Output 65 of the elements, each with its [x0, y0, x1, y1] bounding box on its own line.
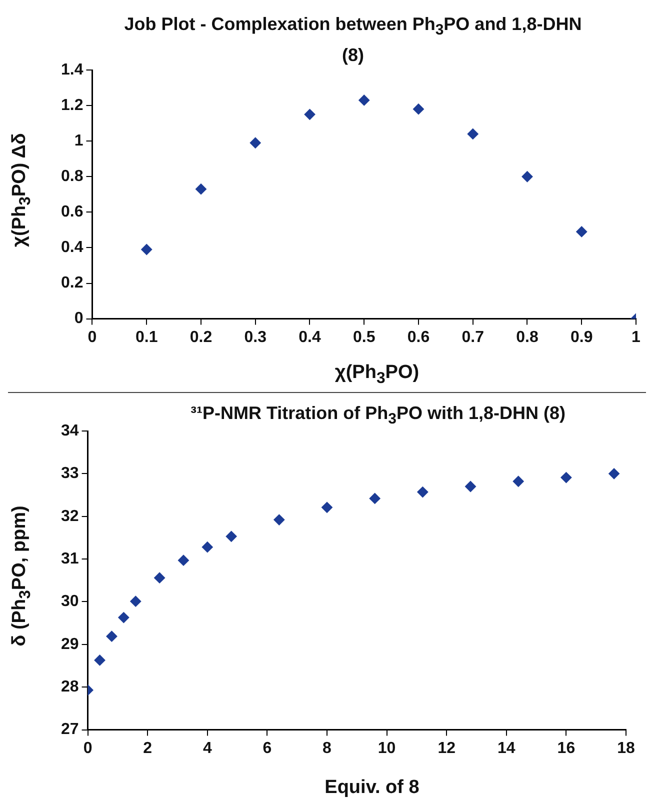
x-tick-label: 0.9: [570, 328, 593, 346]
x-axis-title: Equiv. of 8: [324, 777, 420, 799]
point: [322, 502, 332, 513]
point: [154, 572, 166, 584]
point: [465, 480, 476, 492]
point: [106, 630, 118, 642]
point: [369, 492, 380, 504]
x-tick-label: 0.4: [298, 328, 321, 346]
point: [412, 104, 424, 115]
x-tick-label: 0.6: [407, 328, 430, 346]
point: [576, 226, 588, 238]
x-tick-label: 0.2: [190, 328, 212, 346]
point: [118, 612, 130, 624]
y-tick-label: 0.4: [60, 239, 84, 256]
x-axis-title: χ(Ph$_{3}$PO): [334, 362, 420, 388]
y-tick-label: 0: [74, 310, 84, 328]
y-tick-label: 0.2: [60, 274, 84, 292]
x-tick-label: 0.5: [352, 328, 376, 346]
x-tick-label: 18: [617, 740, 635, 757]
x-tick-label: 1: [632, 328, 641, 346]
y-tick-label: 1.2: [60, 96, 84, 114]
y-tick-label: 31: [61, 550, 79, 568]
x-tick-label: 14: [498, 740, 516, 757]
point: [467, 128, 478, 140]
y-tick-label: 0.6: [60, 204, 84, 221]
x-tick-label: 0.1: [135, 328, 158, 346]
point: [195, 184, 206, 195]
x-tick-label: 12: [438, 740, 456, 757]
y-tick-label: 33: [61, 465, 79, 482]
point: [304, 108, 316, 120]
point: [560, 472, 572, 484]
y-tick-label: 28: [61, 678, 79, 696]
y-tick-label: 34: [61, 422, 79, 440]
point: [512, 476, 524, 487]
x-tick-label: 10: [378, 740, 396, 757]
x-tick-label: 2: [143, 740, 152, 757]
x-tick-label: 6: [262, 740, 272, 757]
x-tick-label: 0: [88, 328, 97, 346]
point: [202, 542, 213, 553]
point: [274, 514, 285, 526]
point: [130, 596, 142, 607]
point: [94, 654, 106, 666]
point: [608, 468, 620, 480]
y-tick-label: 1.4: [60, 61, 84, 78]
x-tick-label: 4: [202, 740, 212, 757]
y-tick-label: 0.8: [60, 168, 84, 186]
x-tick-label: 0.8: [516, 328, 538, 346]
chart-title: Job Plot - Complexation between Ph$_{3}$PO and 1,8-DHN (8): [124, 14, 582, 65]
point: [522, 171, 533, 182]
chart-title: ³¹P-NMR Titration of Ph$_{3}$PO with 1,8-DHN (8): [190, 402, 566, 430]
point: [417, 486, 428, 498]
point: [250, 137, 261, 148]
y-tick-label: 1: [74, 132, 84, 150]
point: [178, 554, 189, 566]
y-tick-label: 32: [61, 508, 79, 525]
y-tick-label: 27: [61, 721, 79, 738]
x-tick-label: 16: [557, 740, 576, 757]
x-tick-label: 0.7: [462, 328, 484, 346]
x-tick-label: 0.3: [244, 328, 267, 346]
point: [141, 244, 152, 255]
x-tick-label: 8: [322, 740, 332, 757]
point: [358, 94, 370, 106]
y-tick-label: 29: [61, 636, 79, 653]
y-tick-label: 30: [61, 593, 79, 610]
point: [226, 530, 237, 542]
